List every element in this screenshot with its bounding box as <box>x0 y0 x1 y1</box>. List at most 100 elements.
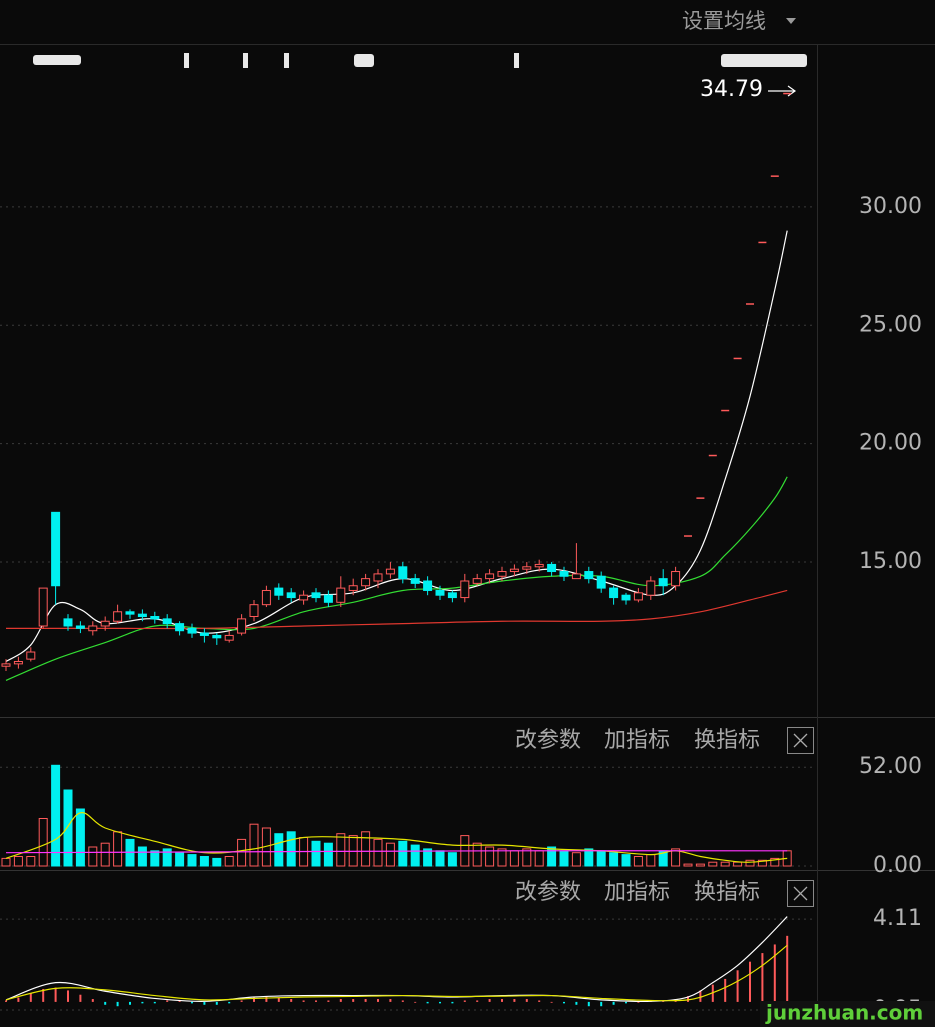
volume-bar <box>336 833 346 867</box>
candle-body <box>423 580 433 591</box>
volume-bar <box>720 861 730 867</box>
candle-body <box>249 604 259 618</box>
y-tick-label: 15.00 <box>859 549 922 574</box>
y-tick-label: 25.00 <box>859 312 922 337</box>
volume-bar <box>237 838 247 867</box>
candle-body <box>150 616 160 620</box>
volume-bar <box>534 850 544 867</box>
candle-body <box>472 578 482 584</box>
candle-body <box>125 611 135 615</box>
event-marker <box>33 55 81 65</box>
volume-bar <box>472 842 482 867</box>
candle-body <box>671 571 681 587</box>
volume-bar <box>497 848 507 867</box>
button[interactable]: 改参数 <box>515 880 581 905</box>
macd-bar <box>525 999 528 1002</box>
macd-bar <box>761 953 764 1002</box>
candle-body <box>187 627 197 634</box>
candle-body <box>88 625 98 632</box>
volume-bar <box>175 852 185 867</box>
close-button[interactable] <box>787 727 814 754</box>
volume-bar <box>410 844 420 867</box>
candle-body <box>447 592 457 599</box>
volume-bar <box>75 808 85 867</box>
volume-bar <box>113 831 123 867</box>
candle-body <box>137 613 147 618</box>
candle-body <box>460 580 470 599</box>
macd-bar <box>315 1000 317 1002</box>
macd-bar <box>29 993 32 1002</box>
volume-bar <box>88 846 98 867</box>
macd-bar <box>253 997 255 1002</box>
candle-body <box>348 585 358 591</box>
macd-bar <box>215 1001 218 1005</box>
candle-body <box>1 663 11 667</box>
macd-bar <box>141 1001 144 1004</box>
volume-bar <box>757 859 767 867</box>
volume-bar <box>683 863 693 867</box>
macd-bar <box>290 999 293 1002</box>
macd-bar <box>538 1000 541 1002</box>
macd-bar <box>339 999 342 1002</box>
candle-body <box>113 611 123 622</box>
volume-bar <box>770 857 780 867</box>
macd-bar <box>327 1000 330 1002</box>
candle-body <box>398 566 408 580</box>
y-tick-label: 20.00 <box>859 431 922 456</box>
volume-bar <box>584 848 594 867</box>
macd-bar <box>153 1001 156 1004</box>
candle-body <box>286 592 296 599</box>
macd-bar <box>587 1001 590 1007</box>
volume-bar <box>398 840 408 867</box>
candle-body <box>224 634 234 641</box>
macd-bar <box>563 1001 565 1004</box>
button[interactable]: 改参数 <box>515 728 581 753</box>
volume-bar <box>150 850 160 867</box>
candle-body <box>633 592 643 601</box>
volume-bar <box>51 764 61 867</box>
macd-bar <box>352 999 355 1002</box>
close-button[interactable] <box>787 880 814 907</box>
candle-body <box>361 578 371 587</box>
volume-bar <box>224 856 234 867</box>
macd-bar <box>104 1001 107 1005</box>
volume-bar <box>733 861 743 867</box>
macd-bar <box>401 1000 404 1002</box>
candle-body <box>26 651 36 660</box>
macd-bar <box>501 999 503 1002</box>
macd-bar <box>575 1001 578 1005</box>
last-price-arrow <box>768 85 797 97</box>
macd-bar <box>439 1001 441 1004</box>
macd-bar <box>277 997 280 1002</box>
macd-bar <box>513 999 516 1002</box>
button[interactable]: 换指标 <box>694 880 760 905</box>
candle-body <box>336 587 346 603</box>
candle-body <box>435 589 445 596</box>
event-markers <box>33 53 807 68</box>
button[interactable]: 加指标 <box>604 728 670 753</box>
button[interactable]: 加指标 <box>604 880 670 905</box>
candle-body <box>274 587 284 596</box>
macd-bar <box>240 1000 243 1002</box>
candle-body <box>162 618 172 625</box>
volume-bar <box>571 852 581 867</box>
volume-bar <box>522 848 532 867</box>
macd-bar <box>550 1001 553 1003</box>
button[interactable]: 换指标 <box>694 728 760 753</box>
candle-body <box>658 578 668 587</box>
dropdown-arrow[interactable] <box>786 18 796 24</box>
volume-bar <box>323 842 333 867</box>
ma-settings-menu[interactable]: 设置均线 <box>682 9 766 33</box>
candle-body <box>237 618 247 634</box>
volume-bar <box>435 850 445 867</box>
macd-bar <box>228 1001 231 1004</box>
macd-bar <box>625 1001 627 1004</box>
macd-bar <box>178 1000 181 1002</box>
candle-body <box>373 573 383 582</box>
candle-body <box>584 571 594 580</box>
candle-body <box>385 568 395 575</box>
volume-bar <box>485 846 495 867</box>
macd-bar <box>699 990 702 1002</box>
